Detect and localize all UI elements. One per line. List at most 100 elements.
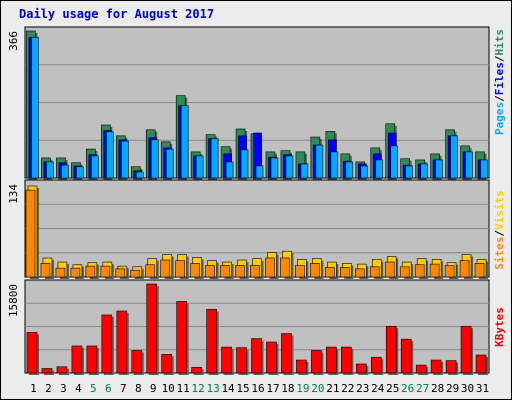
pages-bar-day-20 [315, 144, 324, 179]
pages-bar-day-5 [91, 155, 99, 179]
legend-pages-files-hits-text: Pages/Files/Hits [493, 29, 506, 135]
kbytes-bar-day-14 [221, 346, 232, 374]
legend-sites: Sites [493, 237, 506, 270]
day-label-21: 21 [326, 382, 339, 395]
sites-bar-day-13 [205, 265, 215, 278]
sites-bar-day-20 [310, 263, 320, 278]
day-label-9: 9 [150, 382, 157, 395]
day-label-6: 6 [105, 382, 112, 395]
pages-bar-day-10 [165, 148, 174, 179]
pages-bar-day-25 [390, 145, 399, 179]
day-label-16: 16 [251, 382, 264, 395]
pages-bar-day-6 [106, 131, 114, 179]
legend-kbytes: KBytes [493, 307, 506, 347]
day-label-13: 13 [206, 382, 219, 395]
kbytes-bar-day-20 [311, 350, 322, 374]
sites-bar-day-17 [265, 257, 275, 278]
kbytes-bar-day-5 [86, 345, 98, 374]
pages-bar-day-22 [345, 161, 354, 179]
kbytes-bar-day-18 [281, 333, 292, 374]
pages-bar-day-30 [465, 151, 473, 179]
kbytes-bar-day-15 [236, 347, 247, 374]
day-label-10: 10 [162, 382, 175, 395]
sites-bar-day-27 [414, 264, 425, 278]
sites-bar-day-26 [399, 266, 410, 278]
sites-bar-day-2 [40, 263, 51, 278]
day-label-22: 22 [341, 382, 354, 395]
kbytes-bar-day-26 [400, 338, 412, 374]
kbytes-bar-day-7 [116, 310, 128, 374]
legend-hits: Hits [493, 29, 506, 56]
kbytes-bar-day-19 [296, 359, 307, 374]
kbytes-bar-day-17 [266, 341, 277, 374]
day-label-17: 17 [266, 382, 279, 395]
legend-kbytes-text: KBytes [493, 307, 506, 347]
legend-kbytes: KBytes [493, 307, 506, 347]
sites-bar-day-30 [459, 260, 470, 278]
kbytes-bar-day-29 [445, 360, 457, 374]
kbytes-bar-day-3 [56, 366, 68, 374]
day-label-26: 26 [401, 382, 414, 395]
pages-bar-day-4 [76, 166, 84, 179]
sites-bar-day-28 [429, 263, 440, 278]
pages-bar-day-27 [420, 163, 428, 179]
day-label-12: 12 [192, 382, 205, 395]
pages-bar-day-11 [180, 105, 189, 179]
sites-bar-day-4 [70, 267, 81, 278]
day-label-28: 28 [431, 382, 444, 395]
sites-bar-day-21 [325, 267, 335, 278]
y-max-label: 366 [7, 31, 20, 51]
pages-bar-day-18 [285, 155, 294, 179]
kbytes-bar-day-9 [146, 283, 158, 374]
sites-bar-day-12 [190, 263, 200, 278]
y-max-label: 15800 [7, 284, 20, 317]
pages-bar-day-2 [46, 161, 54, 179]
pages-bar-day-15 [240, 149, 249, 179]
sites-bar-day-18 [280, 257, 290, 278]
day-label-5: 5 [90, 382, 97, 395]
kbytes-bar-day-23 [355, 363, 367, 374]
day-label-15: 15 [236, 382, 249, 395]
pages-bar-day-17 [270, 157, 279, 179]
pages-bar-day-8 [135, 171, 144, 179]
legend-sites-visits-text: Sites/Visits [493, 190, 506, 270]
sites-bar-day-5 [85, 265, 96, 278]
kbytes-bar-day-22 [341, 346, 352, 374]
pages-bar-day-1 [31, 37, 39, 179]
sites-bar-day-29 [444, 265, 455, 278]
sites-bar-day-1 [25, 189, 36, 278]
legend-separator: / [493, 95, 506, 102]
day-label-8: 8 [135, 382, 142, 395]
pages-bar-day-14 [225, 161, 234, 179]
day-label-11: 11 [177, 382, 190, 395]
day-label-31: 31 [476, 382, 489, 395]
kbytes-bar-day-11 [176, 301, 187, 374]
legend-sites-visits: Sites/Visits [493, 190, 506, 270]
kbytes-bar-day-25 [385, 325, 397, 374]
kbytes-bar-day-16 [251, 338, 262, 374]
pages-bar-day-31 [480, 159, 488, 179]
pages-bar-day-13 [210, 138, 219, 179]
sites-bar-day-15 [235, 265, 245, 278]
sites-bar-day-24 [369, 266, 380, 278]
kbytes-bar-day-30 [460, 325, 472, 374]
sites-bar-day-3 [55, 267, 66, 278]
day-label-7: 7 [120, 382, 127, 395]
pages-bar-day-9 [150, 139, 159, 179]
kbytes-bar-day-6 [101, 314, 113, 374]
kbytes-bar-day-27 [415, 364, 427, 374]
day-label-23: 23 [356, 382, 369, 395]
day-label-27: 27 [416, 382, 429, 395]
pages-bar-day-29 [450, 135, 458, 179]
sites-bar-day-9 [145, 264, 156, 278]
day-label-2: 2 [45, 382, 52, 395]
day-label-25: 25 [386, 382, 399, 395]
sites-bar-day-22 [340, 267, 350, 278]
sites-bar-day-31 [474, 263, 485, 278]
kbytes-bar-day-31 [475, 354, 487, 374]
kbytes-bar-day-13 [206, 309, 217, 374]
pages-bar-day-19 [300, 163, 309, 179]
sites-bar-day-11 [175, 260, 185, 278]
legend-visits: Visits [493, 190, 506, 230]
